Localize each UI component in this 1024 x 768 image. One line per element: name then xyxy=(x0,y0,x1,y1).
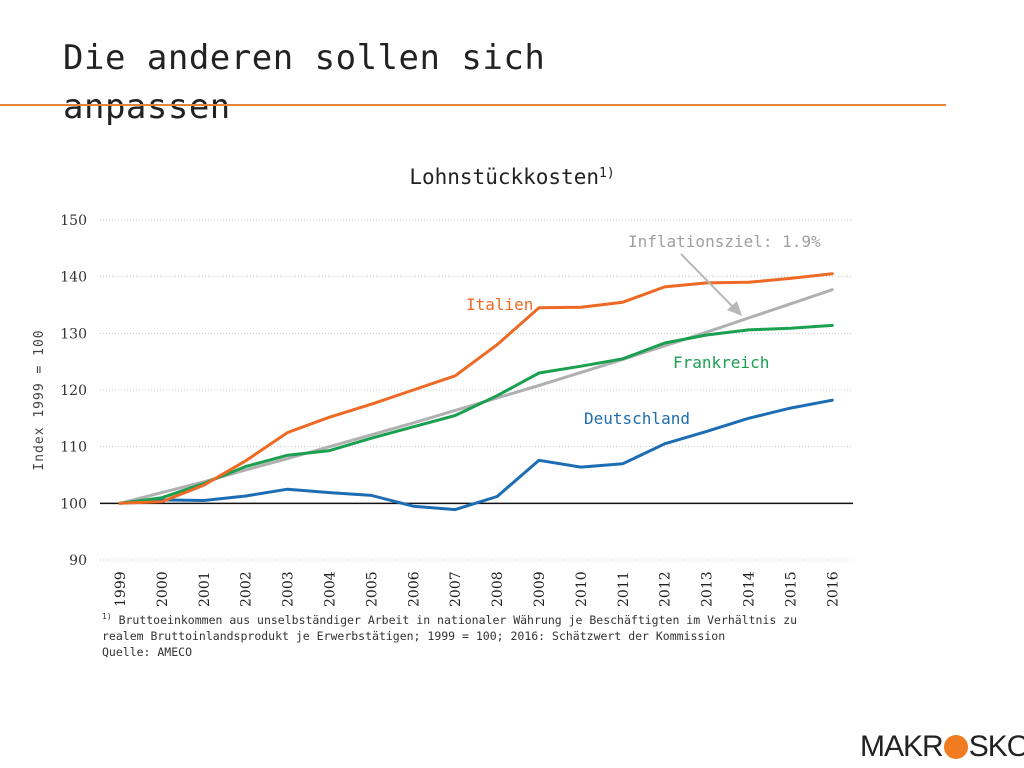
x-tick-label: 2012 xyxy=(658,571,674,607)
title-rule xyxy=(0,104,946,106)
annotation-arrow-head xyxy=(727,301,742,316)
x-tick-label: 2008 xyxy=(490,571,506,607)
series-line-1 xyxy=(118,323,834,505)
x-tick-label: 2004 xyxy=(323,571,339,607)
series-label-italien: Italien xyxy=(466,295,533,314)
x-tick-label: 2000 xyxy=(155,571,171,607)
x-tick-label: 2001 xyxy=(197,571,213,607)
makroskop-logo: MAKR SKOP xyxy=(860,730,1024,764)
line-chart: Lohnstückkosten1) 90 100 110 120 130 140 150 Ind… xyxy=(32,165,853,607)
series-line-2 xyxy=(118,398,834,512)
x-tick-label: 2011 xyxy=(616,571,632,607)
chart-title-sup: 1) xyxy=(599,166,615,181)
footnote: 1) Bruttoeinkommen aus unselbständiger A… xyxy=(102,609,902,660)
y-tick-label: 100 xyxy=(60,496,87,512)
x-tick-label: 2002 xyxy=(239,571,255,607)
y-tick-label: 90 xyxy=(69,553,87,569)
y-tick-label: 120 xyxy=(60,383,87,399)
x-tick-label: 2013 xyxy=(700,571,716,607)
y-axis-label: Index 1999 = 100 xyxy=(32,329,47,470)
x-tick-label: 2014 xyxy=(742,571,758,607)
series-line-0 xyxy=(118,272,834,505)
footnote-marker: 1) xyxy=(102,612,112,621)
x-tick-label: 2003 xyxy=(281,571,297,607)
footnote-line-1: Bruttoeinkommen aus unselbständiger Arbe… xyxy=(111,612,798,627)
x-tick-label: 2006 xyxy=(406,571,422,607)
series-label-inflation: Inflationsziel: 1.9% xyxy=(628,232,821,251)
y-tick-label: 130 xyxy=(60,326,87,342)
y-tick-label: 110 xyxy=(60,440,87,456)
x-tick-label: 2005 xyxy=(364,571,380,607)
logo-text-right: SKOP xyxy=(968,730,1024,763)
chart-title: Lohnstückkosten1) xyxy=(409,165,614,189)
logo-dot xyxy=(943,735,968,759)
x-tick-label: 2016 xyxy=(825,571,841,607)
series-label-frankreich: Frankreich xyxy=(673,353,769,372)
annotation-arrow-line xyxy=(680,253,735,309)
y-tick-label: 140 xyxy=(60,270,87,286)
x-tick-label: 2010 xyxy=(574,571,590,607)
x-tick-label: 1999 xyxy=(113,571,129,607)
series-label-deutschland: Deutschland xyxy=(584,409,690,428)
x-tick-label: 2009 xyxy=(532,571,548,607)
x-tick-label: 2015 xyxy=(783,571,799,607)
logo-text-left: MAKR xyxy=(860,730,944,763)
footnote-source: Quelle: AMECO xyxy=(102,644,193,659)
slide-title: Die anderen sollen sich anpassen xyxy=(63,38,546,127)
y-tick-label: 150 xyxy=(60,213,87,229)
x-tick-label: 2007 xyxy=(448,571,464,607)
footnote-line-2: realem Bruttoinlandsprodukt je Erwerbstä… xyxy=(102,628,726,643)
